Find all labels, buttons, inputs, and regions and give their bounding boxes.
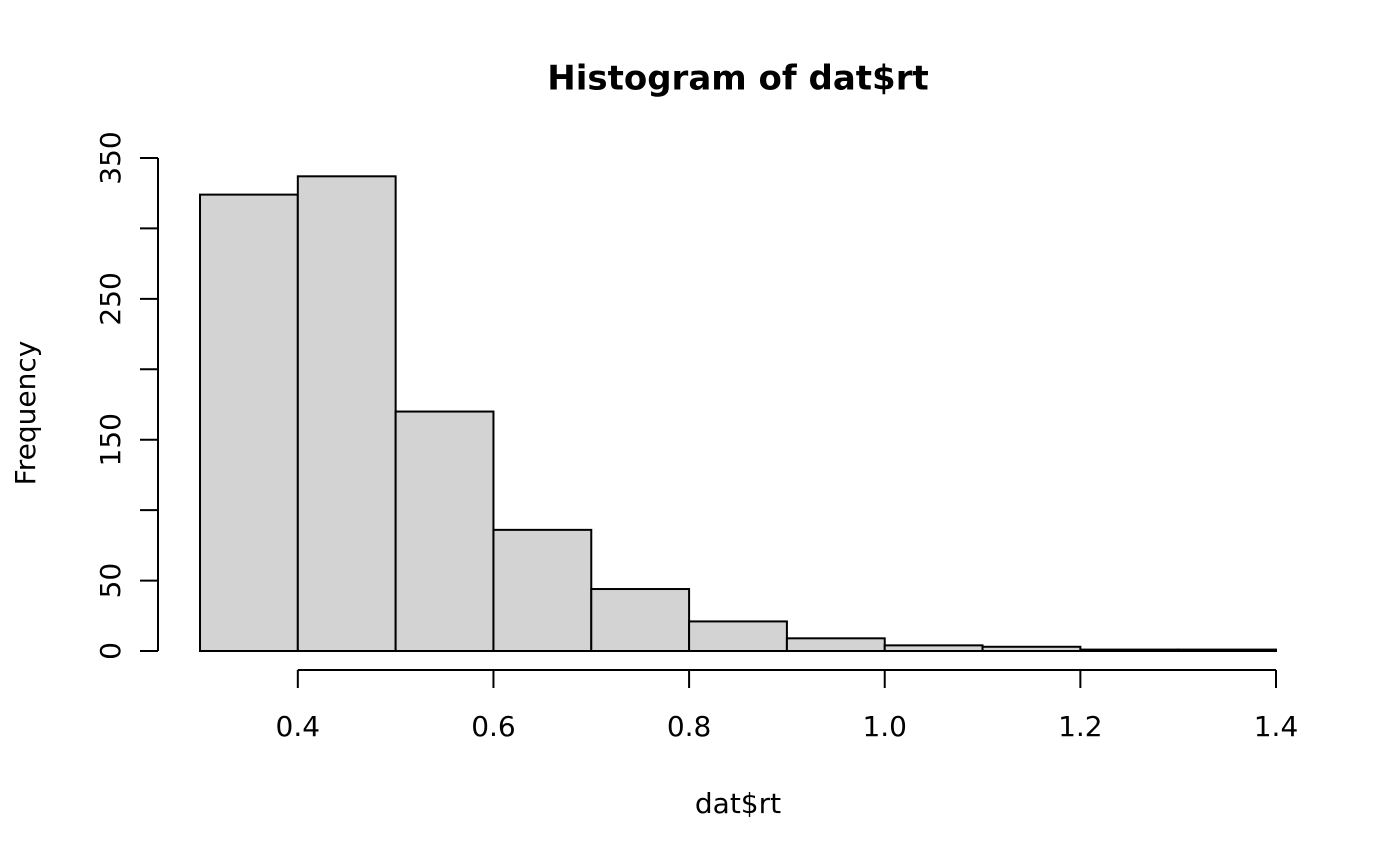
bar	[199, 193, 299, 652]
y-tick-label: 0	[94, 642, 127, 660]
chart-title: Histogram of dat$rt	[547, 59, 928, 99]
y-axis-label: Frequency	[9, 341, 42, 486]
bar	[883, 644, 984, 653]
bar	[394, 410, 495, 652]
x-tick-label: 0.6	[471, 710, 516, 743]
x-axis-label: dat$rt	[695, 787, 781, 820]
bar	[590, 588, 691, 652]
bar	[492, 528, 593, 652]
bar	[1079, 648, 1180, 653]
x-tick-label: 1.0	[862, 710, 907, 743]
bar	[296, 175, 397, 652]
y-tick-label: 50	[94, 563, 127, 599]
y-tick-label: 350	[94, 131, 127, 184]
x-tick-label: 1.4	[1254, 710, 1299, 743]
bar	[1177, 648, 1277, 653]
x-tick-label: 0.8	[667, 710, 712, 743]
bar	[785, 637, 886, 653]
y-tick-label: 250	[94, 272, 127, 325]
bar	[688, 620, 788, 652]
bar	[981, 645, 1082, 653]
x-tick-label: 0.4	[276, 710, 321, 743]
x-tick-label: 1.2	[1058, 710, 1103, 743]
y-tick-label: 150	[94, 413, 127, 466]
